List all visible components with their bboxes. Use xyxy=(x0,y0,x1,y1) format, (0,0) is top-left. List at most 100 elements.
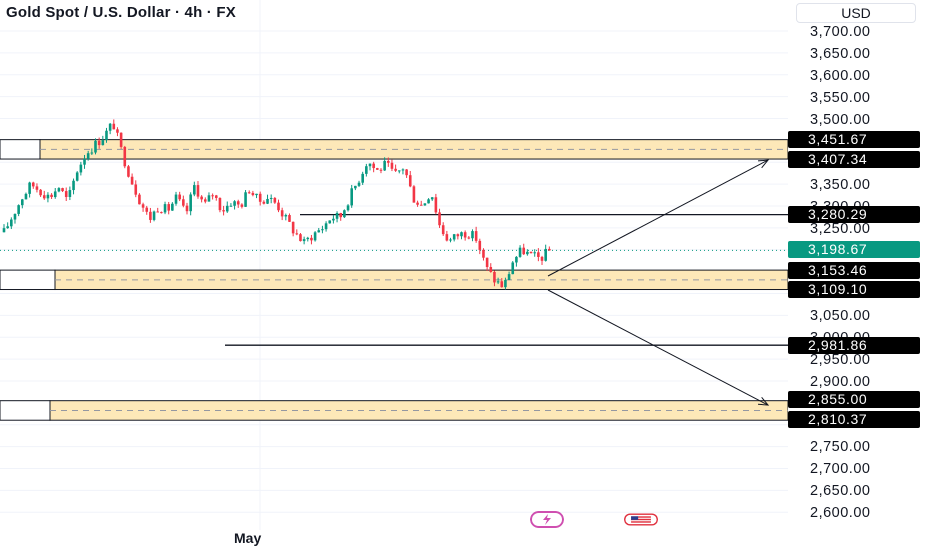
candle-body xyxy=(438,212,441,226)
currency-selector[interactable]: USD xyxy=(796,3,916,23)
price-label-current: 3,198.67 xyxy=(788,241,920,258)
candle-body xyxy=(141,204,145,208)
candle-body xyxy=(251,192,255,196)
candle-body xyxy=(379,169,383,171)
candle-body xyxy=(269,197,273,199)
price-chart[interactable] xyxy=(0,0,788,550)
price-axis[interactable]: USD 3,700.00 3,650.00 3,600.00 3,550.00 … xyxy=(788,0,932,550)
candle-body xyxy=(496,281,500,283)
candle-body xyxy=(174,194,178,204)
candle-body xyxy=(193,185,196,195)
candle-body xyxy=(434,197,438,213)
candle-body xyxy=(529,251,533,254)
candle-body xyxy=(460,232,463,237)
candle-body xyxy=(302,239,306,242)
price-tick: 2,750.00 xyxy=(810,439,871,455)
candle-body xyxy=(361,173,364,183)
candle-body xyxy=(376,168,379,170)
candle-body xyxy=(441,225,445,235)
price-tick: 2,650.00 xyxy=(810,483,871,499)
candle-body xyxy=(456,234,460,237)
candle-body xyxy=(138,194,141,205)
price-label-zone2-bottom: 3,109.10 xyxy=(788,281,920,298)
candle-body xyxy=(515,256,518,263)
price-tick: 3,700.00 xyxy=(810,24,871,40)
candle-body xyxy=(247,192,251,194)
candle-body xyxy=(350,188,353,206)
candle-body xyxy=(196,185,200,197)
candle-body xyxy=(467,237,471,239)
candle-body xyxy=(68,190,72,197)
candle-body xyxy=(218,197,222,211)
candle-body xyxy=(273,197,277,203)
candle-body xyxy=(178,194,181,200)
candle-body xyxy=(474,231,478,241)
price-tick: 3,250.00 xyxy=(810,221,871,237)
candle-body xyxy=(13,213,17,220)
economic-event-flag-icon[interactable] xyxy=(624,511,658,528)
candle-body xyxy=(522,247,526,255)
candle-body xyxy=(108,123,112,131)
price-tick: 3,500.00 xyxy=(810,112,871,128)
projection-arrow xyxy=(547,159,769,277)
price-tick: 2,600.00 xyxy=(810,505,871,521)
candle-body xyxy=(244,192,247,207)
candle-body xyxy=(189,194,192,212)
candle-body xyxy=(452,234,456,240)
candle-body xyxy=(31,182,35,187)
candle-body xyxy=(518,247,522,257)
zone-origin-box xyxy=(0,139,41,160)
price-tick: 2,950.00 xyxy=(810,352,871,368)
candle-body xyxy=(28,182,31,194)
candle-body xyxy=(365,166,368,174)
candle-body xyxy=(354,185,357,189)
candle-body xyxy=(430,197,434,200)
candle-body xyxy=(317,230,321,233)
candle-body xyxy=(75,172,79,181)
candle-body xyxy=(485,257,489,268)
candle-body xyxy=(489,267,493,272)
candle-body xyxy=(343,210,346,218)
candle-body xyxy=(332,218,335,221)
candle-body xyxy=(127,166,130,177)
candle-body xyxy=(291,221,295,234)
candle-body xyxy=(130,176,134,185)
candle-body xyxy=(134,184,138,195)
candle-body xyxy=(258,193,262,202)
candle-body xyxy=(262,201,266,204)
candle-body xyxy=(233,201,236,206)
candle-body xyxy=(53,191,57,198)
candle-body xyxy=(511,262,515,275)
candle-body xyxy=(537,252,540,257)
candle-body xyxy=(449,239,452,241)
candle-body xyxy=(412,186,416,203)
candle-body xyxy=(145,207,149,212)
candle-body xyxy=(207,195,211,202)
price-label-zone2-top: 3,153.46 xyxy=(788,262,920,279)
candle-body xyxy=(288,215,291,222)
candle-body xyxy=(310,237,313,241)
candle-body xyxy=(46,194,50,199)
price-label-zone3-top: 2,855.00 xyxy=(788,391,920,408)
projection-arrow xyxy=(547,289,769,406)
price-tick: 3,050.00 xyxy=(810,308,871,324)
chart-area[interactable]: Gold Spot / U.S. Dollar · 4h · FX May xyxy=(0,0,788,550)
candle-body xyxy=(2,228,6,233)
candle-body xyxy=(185,205,189,212)
candle-body xyxy=(507,274,511,280)
candle-body xyxy=(401,169,405,171)
candle-body xyxy=(42,195,46,199)
dividend-icon[interactable] xyxy=(530,511,564,528)
price-tick: 2,700.00 xyxy=(810,461,871,477)
candle-body xyxy=(526,251,529,255)
candle-body xyxy=(335,213,339,219)
candle-body xyxy=(17,205,20,214)
arrow-head xyxy=(757,397,770,406)
candle-body xyxy=(346,205,350,211)
candle-body xyxy=(160,212,163,214)
zone-origin-box xyxy=(0,269,56,291)
candle-body xyxy=(266,198,269,204)
candle-body xyxy=(21,199,24,206)
candle-body xyxy=(57,188,61,192)
candle-body xyxy=(222,210,225,212)
